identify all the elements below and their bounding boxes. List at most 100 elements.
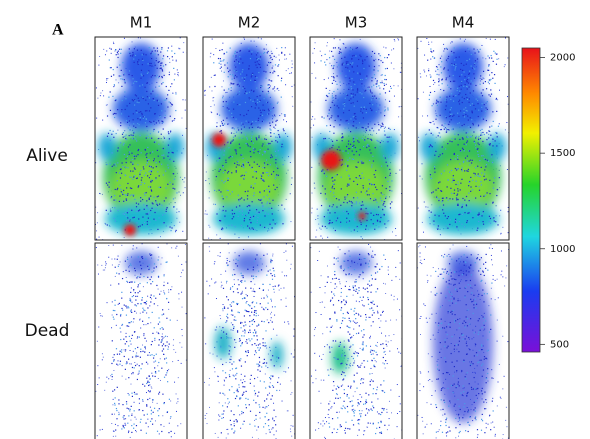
speckle xyxy=(361,410,363,412)
speckle xyxy=(261,366,263,368)
speckle xyxy=(357,352,360,355)
speckle xyxy=(266,412,268,414)
speckle xyxy=(126,361,128,363)
speckle xyxy=(376,81,378,83)
speckle xyxy=(474,68,476,70)
speckle xyxy=(445,197,447,199)
speckle xyxy=(254,392,257,395)
speckle xyxy=(121,375,123,377)
speckle xyxy=(320,423,322,425)
speckle xyxy=(129,300,132,302)
speckle xyxy=(357,140,359,142)
speckle xyxy=(352,410,355,413)
speckle xyxy=(184,109,186,111)
speckle xyxy=(383,380,385,382)
speckle xyxy=(383,409,385,411)
speckle xyxy=(361,59,364,61)
speckle xyxy=(290,380,292,382)
speckle xyxy=(146,160,148,162)
speckle xyxy=(223,71,225,73)
speckle xyxy=(490,134,492,136)
speckle xyxy=(262,90,264,93)
speckle xyxy=(106,224,108,226)
speckle xyxy=(326,344,328,346)
speckle xyxy=(172,173,175,175)
speckle xyxy=(134,168,136,170)
speckle xyxy=(432,50,435,52)
speckle xyxy=(155,219,157,221)
speckle xyxy=(359,202,361,204)
speckle xyxy=(367,296,369,299)
speckle xyxy=(241,210,243,212)
speckle xyxy=(222,166,224,168)
speckle xyxy=(381,311,383,313)
speckle xyxy=(278,89,280,91)
speckle xyxy=(123,200,125,202)
speckle xyxy=(444,98,447,100)
speckle xyxy=(111,207,113,209)
speckle xyxy=(148,97,151,99)
speckle xyxy=(285,58,287,60)
speckle xyxy=(128,209,130,211)
speckle xyxy=(227,433,229,435)
speckle xyxy=(213,54,215,56)
speckle xyxy=(167,131,170,133)
speckle xyxy=(133,295,135,297)
speckle xyxy=(372,309,374,312)
speckle xyxy=(329,400,331,402)
speckle xyxy=(219,415,221,417)
speckle xyxy=(479,159,481,162)
speckle xyxy=(326,42,328,44)
speckle xyxy=(369,308,371,310)
speckle xyxy=(431,41,433,43)
speckle xyxy=(163,425,165,427)
speckle xyxy=(372,250,374,252)
speckle xyxy=(163,74,165,76)
speckle xyxy=(372,380,374,382)
speckle xyxy=(206,423,208,425)
speckle xyxy=(472,90,475,92)
speckle xyxy=(249,228,251,230)
speckle xyxy=(221,49,223,51)
speckle xyxy=(153,158,155,160)
speckle xyxy=(374,366,376,368)
speckle xyxy=(226,107,228,109)
speckle xyxy=(144,192,146,194)
speckle xyxy=(349,219,351,221)
speckle xyxy=(169,417,171,419)
speckle xyxy=(231,285,234,288)
speckle xyxy=(387,269,389,271)
speckle xyxy=(152,401,154,403)
speckle xyxy=(226,142,228,144)
image-content xyxy=(95,37,187,240)
hind xyxy=(213,203,285,235)
speckle xyxy=(438,198,440,200)
speckle xyxy=(450,88,452,90)
speckle xyxy=(348,174,350,176)
speckle xyxy=(177,75,179,77)
speckle xyxy=(135,95,138,97)
speckle xyxy=(437,225,440,227)
signal xyxy=(215,251,283,369)
speckle xyxy=(333,293,335,295)
speckle xyxy=(249,205,251,207)
speckle xyxy=(114,404,116,406)
speckle xyxy=(238,255,240,257)
speckle xyxy=(155,95,157,97)
speckle xyxy=(133,61,135,63)
speckle xyxy=(245,390,247,393)
arm-r xyxy=(381,133,399,161)
speckle xyxy=(323,138,325,140)
speckle xyxy=(104,389,106,391)
speckle xyxy=(391,412,393,414)
speckle xyxy=(145,300,148,302)
speckle xyxy=(172,344,174,346)
speckle xyxy=(371,50,374,53)
speckle xyxy=(275,424,277,426)
speckle xyxy=(135,202,138,204)
speckle xyxy=(446,164,449,166)
speckle xyxy=(333,132,335,134)
speckle xyxy=(434,82,436,84)
speckle xyxy=(119,142,122,144)
speckle xyxy=(353,203,355,205)
